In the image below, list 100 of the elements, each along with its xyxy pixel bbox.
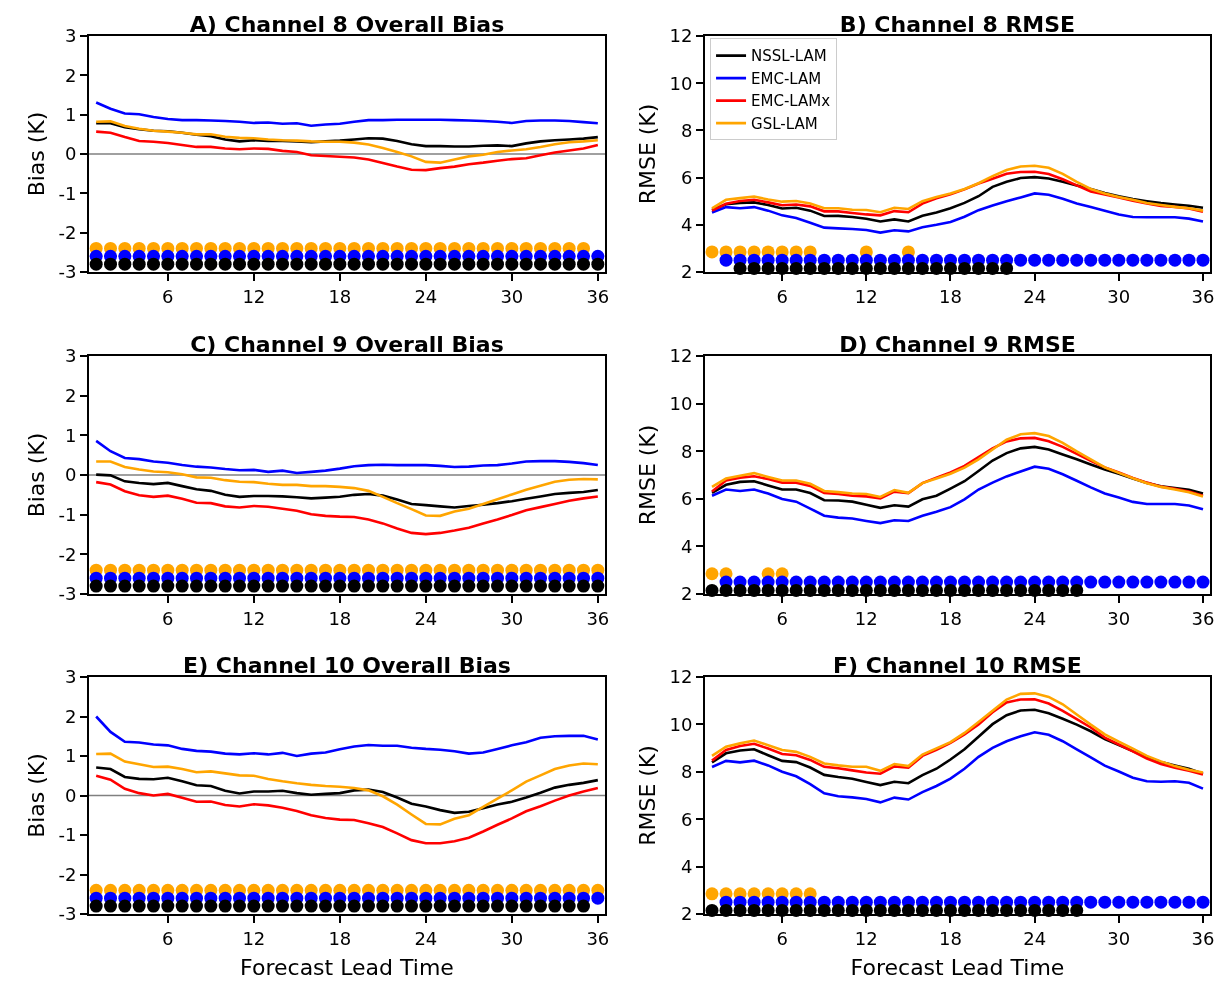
x-tick-label: 30: [1107, 927, 1131, 949]
chart-title: C) Channel 9 Overall Bias: [190, 332, 504, 357]
point: [519, 257, 533, 271]
point: [89, 579, 103, 593]
point: [204, 257, 218, 271]
line-series: [94, 774, 600, 845]
point: [376, 579, 390, 593]
y-tick-label: 4: [680, 214, 693, 236]
y-tick-label: -2: [58, 543, 77, 565]
chart-title: F) Channel 10 RMSE: [833, 653, 1082, 678]
y-axis-title: Bias (K): [23, 753, 49, 838]
line-series: [94, 473, 600, 509]
point: [476, 579, 490, 593]
point: [333, 257, 347, 271]
line-series: [94, 120, 600, 164]
point: [304, 257, 318, 271]
point: [591, 891, 605, 905]
line-series: [94, 460, 600, 518]
point: [491, 899, 504, 913]
x-tick-label: 18: [328, 607, 352, 629]
x-tick-label: 18: [328, 927, 352, 949]
point: [261, 257, 275, 271]
point: [233, 579, 246, 593]
line-series: [94, 715, 600, 758]
x-tick-label: 6: [776, 927, 788, 949]
legend-label: EMC-LAMx: [751, 92, 831, 111]
point: [161, 899, 175, 913]
point: [448, 579, 461, 593]
x-tick-label: 30: [1107, 285, 1131, 307]
y-tick-label: 2: [64, 64, 77, 86]
point: [347, 899, 361, 913]
point: [577, 899, 590, 913]
x-tick-label: 36: [586, 607, 610, 629]
y-tick-label: 1: [64, 103, 77, 125]
point: [118, 257, 132, 271]
y-axis-title: RMSE (K): [634, 745, 660, 846]
point: [419, 899, 433, 913]
y-tick-label: 3: [64, 666, 77, 688]
point: [190, 579, 203, 593]
x-tick-label: 24: [414, 927, 438, 949]
point: [462, 579, 476, 593]
point: [476, 899, 490, 913]
point: [175, 899, 189, 913]
x-tick-label: 6: [162, 927, 174, 949]
y-tick-label: 12: [669, 25, 693, 47]
point: [118, 899, 132, 913]
point: [519, 579, 533, 593]
x-tick-label: 30: [500, 607, 524, 629]
point: [204, 899, 218, 913]
legend-label: EMC-LAM: [751, 69, 822, 88]
y-tick-label: 6: [680, 488, 693, 510]
point: [304, 899, 318, 913]
point: [505, 579, 519, 593]
x-tick-label: 18: [939, 927, 962, 949]
y-tick-label: 1: [64, 745, 77, 767]
point: [433, 899, 447, 913]
point: [519, 899, 533, 913]
y-tick-label: 12: [669, 345, 693, 367]
point: [247, 579, 261, 593]
point: [462, 899, 476, 913]
point: [433, 257, 447, 271]
y-axis-title: RMSE (K): [634, 103, 660, 205]
x-tick-label: 30: [500, 285, 524, 307]
y-tick-label: -3: [58, 903, 77, 925]
point: [390, 899, 404, 913]
y-tick-label: 2: [64, 705, 77, 727]
point: [276, 899, 289, 913]
point: [132, 899, 146, 913]
point: [562, 579, 576, 593]
point: [89, 899, 103, 913]
point: [147, 579, 160, 593]
y-tick-label: 8: [680, 119, 693, 141]
point: [161, 257, 175, 271]
y-tick-label: 10: [669, 713, 693, 735]
x-tick-label: 24: [1023, 927, 1047, 949]
point: [132, 257, 146, 271]
x-tick-label: 12: [854, 285, 878, 307]
x-axis-title: Forecast Lead Time: [850, 955, 1065, 980]
point: [290, 257, 304, 271]
y-tick-label: 10: [669, 392, 693, 414]
chart-title: E) Channel 10 Overall Bias: [183, 653, 511, 678]
chart-title: B) Channel 8 RMSE: [839, 12, 1076, 37]
line-series: [94, 766, 600, 815]
point: [175, 257, 189, 271]
x-tick-label: 36: [1191, 285, 1215, 307]
point: [419, 579, 433, 593]
point: [319, 579, 332, 593]
point: [548, 579, 562, 593]
point: [319, 257, 332, 271]
x-tick-label: 24: [414, 285, 438, 307]
point: [376, 257, 390, 271]
point: [319, 899, 332, 913]
y-axis-title: RMSE (K): [634, 424, 660, 526]
legend-label: NSSL-LAM: [751, 47, 827, 66]
x-tick-label: 36: [1191, 607, 1215, 629]
y-tick-label: -1: [58, 824, 77, 846]
x-tick-label: 12: [242, 285, 266, 307]
point: [577, 579, 590, 593]
y-tick-label: -2: [58, 221, 77, 243]
point: [89, 257, 103, 271]
